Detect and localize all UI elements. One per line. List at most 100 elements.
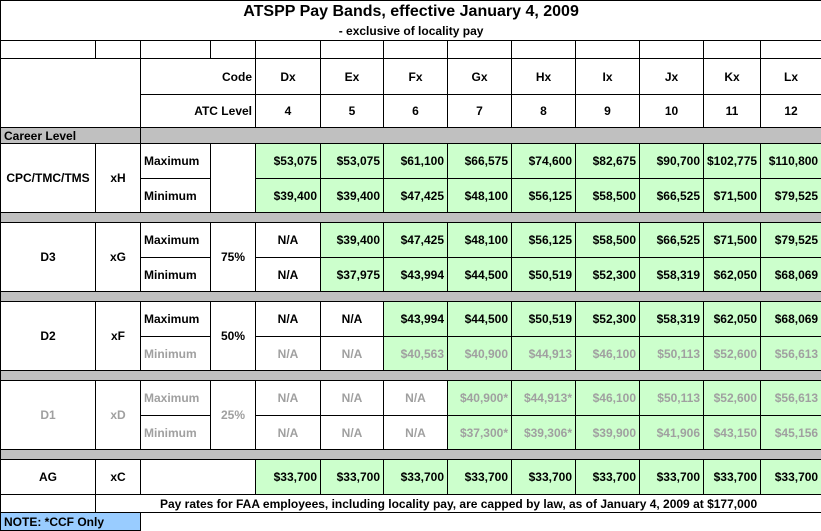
atc-level: 10	[640, 95, 704, 128]
subtitle: - exclusive of locality pay	[1, 23, 821, 41]
pay-value: N/A	[384, 381, 448, 416]
pay-value: $56,613	[761, 337, 821, 371]
pay-value: N/A	[256, 416, 321, 450]
row-label: Maximum	[141, 302, 211, 337]
pay-value: $79,525	[761, 223, 821, 258]
row-label: Minimum	[141, 258, 211, 292]
table-row	[1, 371, 821, 381]
pay-value: $56,125	[512, 179, 576, 213]
pay-value: $62,050	[704, 258, 761, 292]
ccf-note: NOTE: *CCF Only	[1, 513, 141, 531]
code: Jx	[640, 59, 704, 95]
code: xG	[96, 223, 141, 292]
empty-cell	[448, 41, 512, 59]
code: Ex	[321, 59, 384, 95]
pay-value: $40,563	[384, 337, 448, 371]
pay-value: $46,100	[576, 337, 640, 371]
percent: 75%	[211, 223, 256, 292]
code: xH	[96, 144, 141, 213]
pay-value: $47,425	[384, 179, 448, 213]
table-row: NOTE: *CCF Only	[1, 513, 821, 531]
pay-value: $33,700	[704, 460, 761, 495]
pay-value: $43,994	[384, 302, 448, 337]
pay-value: $37,300*	[448, 416, 512, 450]
atc-level: 11	[704, 95, 761, 128]
pay-value: $71,500	[704, 179, 761, 213]
pay-value: $68,069	[761, 302, 821, 337]
pay-value: N/A	[384, 416, 448, 450]
percent	[211, 144, 256, 213]
row-label: Maximum	[141, 223, 211, 258]
pay-value: $33,700	[576, 460, 640, 495]
code: xF	[96, 302, 141, 371]
pay-value: N/A	[256, 302, 321, 337]
pay-value: $43,994	[384, 258, 448, 292]
code: Fx	[384, 59, 448, 95]
pay-value: $44,913	[512, 337, 576, 371]
code: Hx	[512, 59, 576, 95]
table-row	[1, 41, 821, 59]
code: Gx	[448, 59, 512, 95]
spacer	[141, 128, 821, 144]
row-label: Minimum	[141, 416, 211, 450]
row-label: Minimum	[141, 337, 211, 371]
pay-value: $33,700	[256, 460, 321, 495]
atc-level: 5	[321, 95, 384, 128]
atc-level: 8	[512, 95, 576, 128]
pay-value: $37,975	[321, 258, 384, 292]
pay-value: $48,100	[448, 223, 512, 258]
pay-value: $58,319	[640, 302, 704, 337]
pay-value: N/A	[256, 337, 321, 371]
empty-cell	[256, 41, 321, 59]
footer-note: Pay rates for FAA employees, including l…	[96, 495, 821, 513]
pay-value: $52,300	[576, 258, 640, 292]
pay-value: $52,600	[704, 337, 761, 371]
empty-cell	[1, 59, 141, 95]
pay-value: $44,913*	[512, 381, 576, 416]
empty-cell	[1, 95, 141, 128]
row-label: Minimum	[141, 179, 211, 213]
spacer	[1, 450, 821, 460]
empty-cell	[704, 41, 761, 59]
spacer	[1, 292, 821, 302]
table-row	[1, 450, 821, 460]
code: Ix	[576, 59, 640, 95]
pay-value: N/A	[321, 416, 384, 450]
pay-value: $68,069	[761, 258, 821, 292]
spacer	[1, 371, 821, 381]
pay-value: $39,400	[321, 179, 384, 213]
career-level: AG	[1, 460, 96, 495]
pay-value: $61,100	[384, 144, 448, 179]
empty-cell	[1, 495, 96, 513]
pay-value: N/A	[256, 258, 321, 292]
pay-value: $52,600	[704, 381, 761, 416]
pay-value: $79,525	[761, 179, 821, 213]
code: xC	[96, 460, 141, 495]
pay-value: $53,075	[321, 144, 384, 179]
percent: 50%	[211, 302, 256, 371]
pay-value: $39,400	[321, 223, 384, 258]
pay-value: $50,519	[512, 302, 576, 337]
pay-value: $102,775	[704, 144, 761, 179]
pay-value: $33,700	[384, 460, 448, 495]
code-label: Code	[141, 59, 256, 95]
pay-value: $33,700	[448, 460, 512, 495]
pay-value: $71,500	[704, 223, 761, 258]
empty-cell	[141, 460, 256, 495]
pay-value: $40,900	[448, 337, 512, 371]
pay-value: $52,300	[576, 302, 640, 337]
pay-value: $43,150	[704, 416, 761, 450]
career-level: CPC/TMC/TMS	[1, 144, 96, 213]
pay-value: $33,700	[761, 460, 821, 495]
pay-value: $39,900	[576, 416, 640, 450]
pay-value: $56,125	[512, 223, 576, 258]
empty-cell	[141, 41, 211, 59]
code: Dx	[256, 59, 321, 95]
pay-value: $46,100	[576, 381, 640, 416]
table-row: ATSPP Pay Bands, effective January 4, 20…	[1, 1, 821, 23]
table-row	[1, 213, 821, 223]
